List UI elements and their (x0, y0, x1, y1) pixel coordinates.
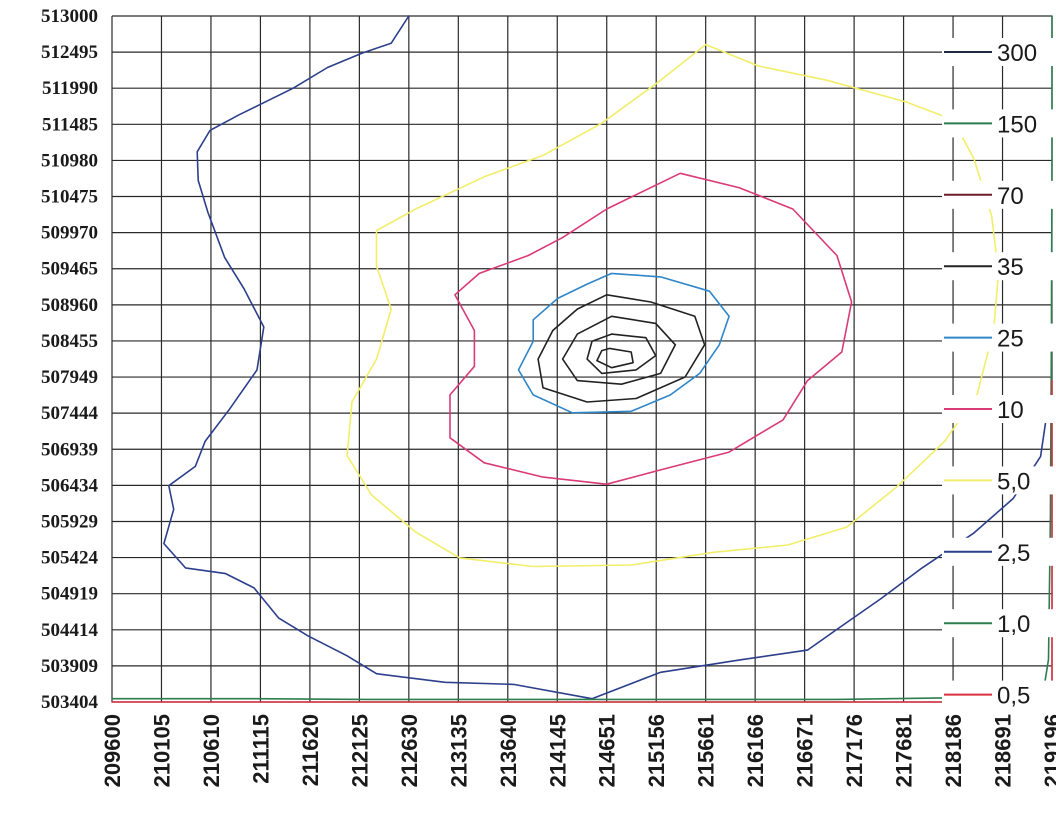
legend: 300 150 70 35 25 10 5,0 2,5 1,0 0,5 (942, 38, 1054, 710)
y-tick-label: 506434 (41, 475, 99, 496)
y-tick-label: 505424 (41, 548, 99, 569)
x-tick-label: 216166 (743, 714, 768, 787)
legend-label: 10 (997, 397, 1024, 424)
contour-line (517, 272, 730, 414)
x-tick-label: 213640 (496, 714, 521, 787)
y-tick-label: 511990 (42, 78, 98, 99)
y-tick-label: 509970 (41, 223, 98, 244)
y-tick-label: 504414 (41, 620, 99, 641)
y-tick-label: 507949 (41, 367, 98, 388)
legend-label: 150 (997, 111, 1037, 138)
legend-label: 1,0 (997, 611, 1030, 638)
y-tick-label: 513000 (41, 6, 98, 27)
y-tick-label: 511485 (42, 114, 98, 135)
y-tick-label: 510475 (41, 187, 98, 208)
contour-lines (111, 15, 1053, 703)
contour-line (537, 294, 706, 403)
x-tick-label: 210610 (199, 714, 224, 787)
y-tick-label: 509465 (41, 259, 98, 280)
contour-line (449, 172, 853, 485)
x-tick-label: 217176 (842, 714, 867, 787)
y-tick-label: 507444 (41, 403, 99, 424)
x-tick-label: 214651 (595, 714, 620, 787)
x-tick-label: 219196 (1040, 714, 1056, 787)
legend-label: 2,5 (997, 540, 1030, 567)
y-tick-label: 505929 (41, 511, 98, 532)
legend-label: 5,0 (997, 468, 1030, 495)
x-tick-label: 213135 (446, 714, 471, 787)
legend-label: 0,5 (997, 683, 1030, 710)
x-tick-label: 216671 (793, 714, 818, 787)
contour-line (346, 43, 1000, 568)
x-tick-label: 214145 (545, 714, 570, 787)
y-tick-label: 508455 (41, 331, 98, 352)
y-tick-label: 506939 (41, 439, 98, 460)
x-tick-label: 218691 (991, 714, 1016, 787)
contour-line (111, 15, 1053, 701)
legend-label: 300 (997, 40, 1037, 67)
x-tick-label: 218186 (941, 714, 966, 787)
x-tick-label: 215661 (694, 714, 719, 787)
x-tick-label: 217681 (892, 714, 917, 787)
y-tick-label: 503404 (41, 692, 99, 713)
y-tick-label: 508960 (41, 295, 98, 316)
y-axis: 513000 512495 511990 511485 510980 510475 5099… (41, 6, 99, 713)
x-tick-label: 215156 (644, 714, 669, 787)
x-tick-label: 210105 (149, 714, 174, 787)
y-tick-label: 512495 (41, 42, 98, 63)
x-axis: 209600 210105 210610 211115 211620 212125 2126… (100, 714, 1056, 787)
x-tick-label: 211620 (298, 714, 323, 786)
contour-line (586, 333, 657, 375)
legend-label: 25 (997, 326, 1024, 353)
x-tick-label: 212630 (397, 714, 422, 787)
contour-line (163, 15, 1049, 700)
contour-line (561, 315, 677, 385)
x-tick-label: 212125 (347, 714, 372, 787)
x-tick-label: 209600 (100, 714, 125, 787)
y-tick-label: 504919 (41, 584, 98, 605)
y-tick-label: 503909 (41, 656, 98, 677)
legend-label: 70 (997, 183, 1024, 210)
y-tick-label: 510980 (41, 150, 98, 171)
legend-label: 35 (997, 254, 1024, 281)
x-tick-label: 211115 (248, 714, 273, 784)
contour-line (596, 347, 634, 369)
